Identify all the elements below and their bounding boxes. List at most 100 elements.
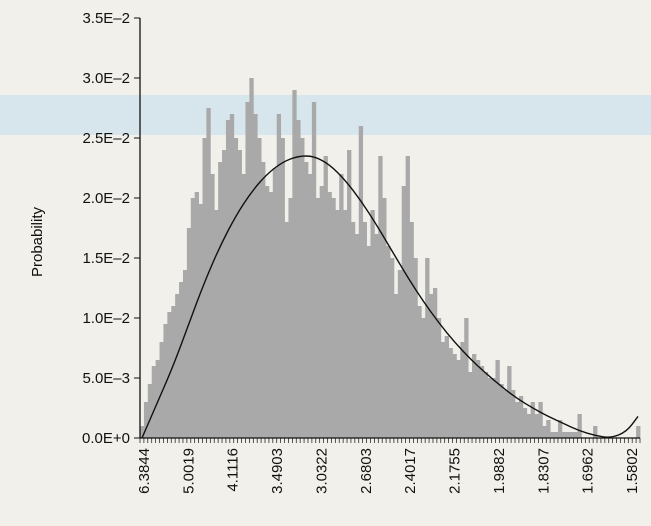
histogram-bar bbox=[370, 210, 375, 438]
histogram-bar bbox=[483, 372, 489, 438]
histogram-bar bbox=[499, 384, 504, 438]
histogram-bar bbox=[343, 210, 348, 438]
y-ticks-group: 0.0E+0 5.0E–3 1.0E–2 1.5E–2 2.0E–2 2.5E–2 3.0E… bbox=[82, 10, 140, 447]
x-tick-label: 2.6803 bbox=[358, 448, 375, 494]
histogram-bar bbox=[390, 258, 395, 438]
histogram-bar bbox=[280, 138, 285, 438]
histogram-bar bbox=[487, 378, 492, 438]
histogram-bar bbox=[292, 90, 297, 438]
histogram-bar bbox=[456, 360, 461, 438]
x-tick-label: 1.5802 bbox=[624, 448, 641, 494]
y-tick-label: 0.0E+0 bbox=[82, 430, 130, 447]
y-tick-label: 5.0E–3 bbox=[82, 370, 130, 387]
histogram-bar bbox=[179, 282, 184, 438]
y-tick-label: 1.5E–2 bbox=[82, 250, 130, 267]
histogram-bar bbox=[296, 120, 301, 438]
histogram-bar bbox=[382, 198, 387, 438]
histogram-bar bbox=[421, 318, 426, 438]
histogram-bar bbox=[374, 234, 379, 438]
fitted-curve bbox=[141, 155, 639, 439]
histogram-bar bbox=[194, 192, 199, 438]
histogram-bar bbox=[300, 138, 305, 438]
histogram-bar bbox=[475, 360, 481, 438]
histogram-bar bbox=[440, 342, 446, 438]
y-tick-label: 3.0E–2 bbox=[82, 70, 130, 87]
histogram-bar bbox=[182, 270, 188, 438]
histogram-bar bbox=[268, 192, 274, 438]
histogram-bar bbox=[307, 174, 313, 438]
histogram-bar bbox=[229, 114, 235, 438]
y-axis-label: Probability bbox=[29, 206, 46, 277]
histogram-bar bbox=[323, 156, 328, 438]
histogram-bar bbox=[245, 102, 250, 438]
histogram-bar bbox=[233, 138, 239, 438]
histogram-bar bbox=[436, 318, 442, 438]
histogram-bar bbox=[507, 366, 512, 438]
histogram-bar bbox=[253, 114, 258, 438]
histogram-bar bbox=[311, 102, 317, 438]
y-tick-label: 2.5E–2 bbox=[82, 130, 130, 147]
histogram-bar bbox=[163, 324, 168, 438]
histogram-bar bbox=[265, 186, 270, 438]
histogram-bar bbox=[565, 432, 571, 438]
histogram-bar bbox=[386, 246, 391, 438]
histogram-bar bbox=[417, 306, 422, 438]
histogram-bar bbox=[401, 186, 407, 438]
histogram-bar bbox=[284, 222, 289, 438]
histogram-bar bbox=[444, 336, 449, 438]
histogram-bar bbox=[249, 78, 254, 438]
histogram-bar bbox=[257, 138, 262, 438]
histogram-bar bbox=[413, 258, 418, 438]
histogram-bar bbox=[202, 138, 207, 438]
histogram-bar bbox=[335, 210, 340, 438]
histogram-bar bbox=[358, 126, 364, 438]
histogram-bar bbox=[347, 150, 352, 438]
histogram-bar bbox=[186, 228, 192, 438]
x-tick-label: 3.0322 bbox=[314, 448, 331, 494]
x-tick-label: 6.3844 bbox=[136, 448, 153, 494]
histogram-bar bbox=[577, 414, 582, 438]
histogram-bar bbox=[538, 402, 543, 438]
x-tick-label: 1.9882 bbox=[491, 448, 508, 494]
histogram-bar bbox=[546, 420, 551, 438]
x-tick-label: 5.0019 bbox=[180, 448, 197, 494]
histogram-bar bbox=[542, 426, 547, 438]
histogram-bar bbox=[479, 366, 485, 438]
histogram-bar bbox=[491, 378, 496, 438]
histogram-bar bbox=[636, 426, 641, 438]
histogram-bar bbox=[593, 426, 598, 438]
histogram-bar bbox=[425, 258, 430, 438]
histogram-bar bbox=[354, 234, 360, 438]
histogram-bar bbox=[522, 408, 528, 438]
histogram-bar bbox=[472, 354, 477, 438]
histogram-bar bbox=[397, 270, 403, 438]
background-band bbox=[0, 95, 651, 135]
histogram-bar bbox=[503, 390, 508, 438]
histogram-bar bbox=[171, 306, 176, 438]
histogram-bar bbox=[272, 168, 278, 438]
histogram-bar bbox=[339, 174, 344, 438]
x-tick-label: 2.4017 bbox=[402, 448, 419, 494]
histogram-bar bbox=[460, 342, 465, 438]
histogram-bar bbox=[140, 426, 145, 438]
histogram-bar bbox=[143, 402, 149, 438]
x-tick-label: 2.1755 bbox=[447, 448, 464, 494]
histogram-bar bbox=[331, 198, 336, 438]
histogram-bar bbox=[190, 198, 196, 438]
histogram-bar bbox=[222, 150, 227, 438]
histogram-bar bbox=[315, 198, 321, 438]
histogram-bar bbox=[147, 384, 153, 438]
y-tick-label: 1.0E–2 bbox=[82, 310, 130, 327]
histogram-bar bbox=[468, 372, 473, 438]
histogram-bar bbox=[159, 342, 164, 438]
histogram-bar bbox=[327, 192, 332, 438]
bars-group bbox=[140, 78, 641, 438]
histogram-bar bbox=[554, 432, 559, 438]
histogram-bar bbox=[550, 432, 555, 438]
histogram-bar bbox=[366, 246, 371, 438]
y-tick-label: 2.0E–2 bbox=[82, 190, 130, 207]
histogram-bar bbox=[362, 222, 367, 438]
histogram-bar bbox=[530, 402, 535, 438]
